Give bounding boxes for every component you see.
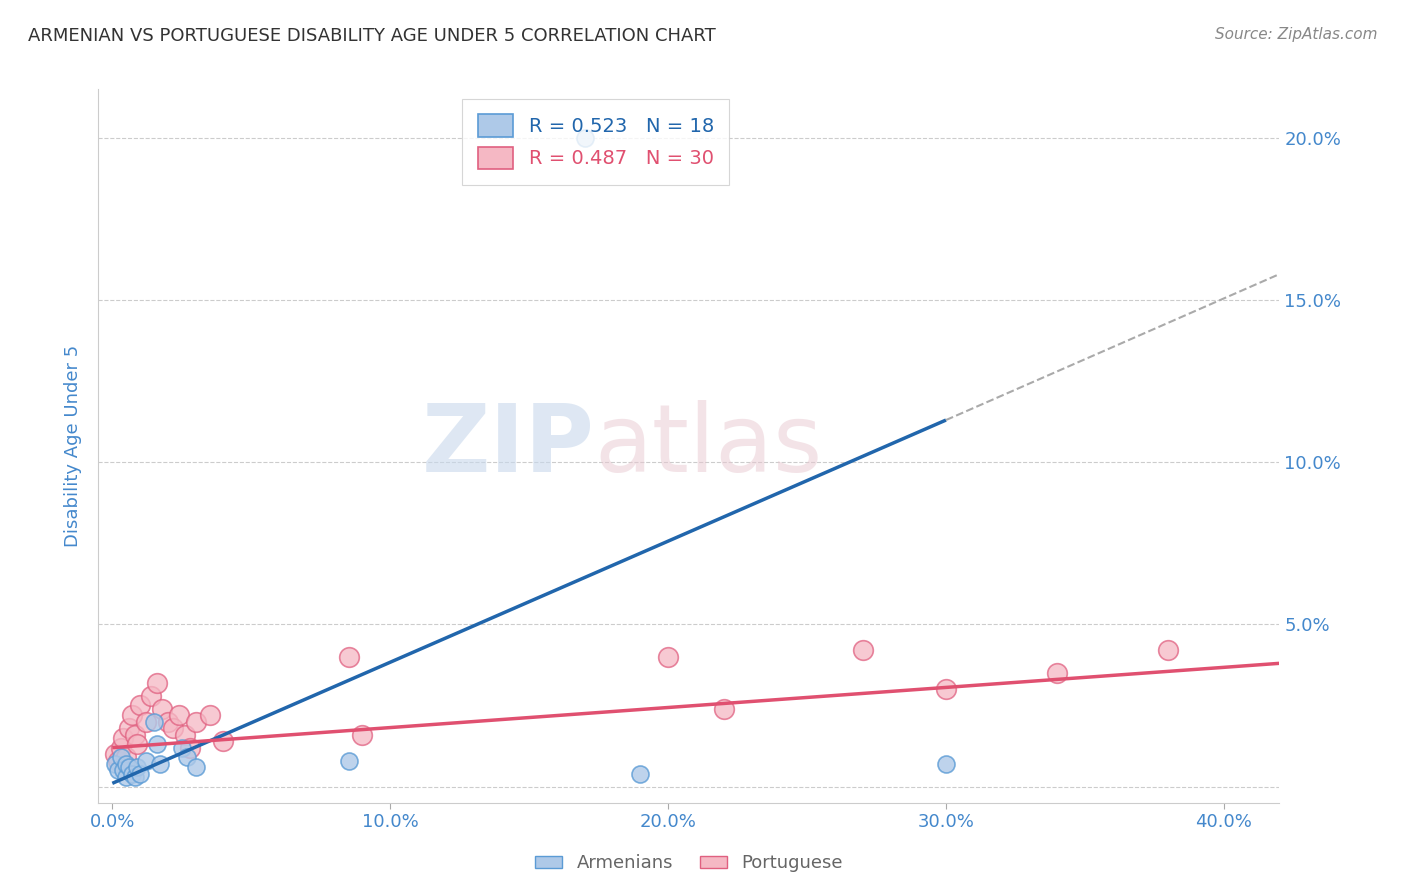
- Point: [124, 770, 146, 784]
- Point: [104, 747, 127, 761]
- Point: [179, 740, 201, 755]
- Point: [124, 728, 146, 742]
- Point: [112, 731, 135, 745]
- Point: [110, 750, 132, 764]
- Point: [118, 721, 141, 735]
- Point: [150, 702, 173, 716]
- Point: [935, 756, 957, 771]
- Point: [1046, 666, 1069, 681]
- Point: [212, 734, 235, 748]
- Point: [156, 714, 179, 729]
- Point: [173, 728, 195, 742]
- Point: [129, 766, 152, 780]
- Legend: Armenians, Portuguese: Armenians, Portuguese: [527, 847, 851, 880]
- Point: [852, 643, 875, 657]
- Point: [713, 702, 735, 716]
- Point: [146, 675, 169, 690]
- Point: [167, 708, 190, 723]
- Point: [184, 760, 207, 774]
- Point: [935, 682, 957, 697]
- Point: [198, 708, 221, 723]
- Point: [574, 131, 596, 145]
- Point: [127, 738, 149, 752]
- Point: [110, 740, 132, 755]
- Y-axis label: Disability Age Under 5: Disability Age Under 5: [65, 345, 83, 547]
- Text: Source: ZipAtlas.com: Source: ZipAtlas.com: [1215, 27, 1378, 42]
- Point: [184, 714, 207, 729]
- Point: [115, 750, 138, 764]
- Point: [176, 750, 198, 764]
- Point: [118, 760, 141, 774]
- Point: [1157, 643, 1180, 657]
- Point: [115, 770, 138, 784]
- Point: [143, 714, 166, 729]
- Text: ARMENIAN VS PORTUGUESE DISABILITY AGE UNDER 5 CORRELATION CHART: ARMENIAN VS PORTUGUESE DISABILITY AGE UN…: [28, 27, 716, 45]
- Text: ZIP: ZIP: [422, 400, 595, 492]
- Point: [170, 740, 193, 755]
- Point: [127, 760, 149, 774]
- Point: [628, 766, 651, 780]
- Point: [162, 721, 184, 735]
- Point: [121, 708, 143, 723]
- Point: [352, 728, 374, 742]
- Point: [146, 738, 169, 752]
- Point: [104, 756, 127, 771]
- Point: [107, 754, 129, 768]
- Point: [657, 649, 679, 664]
- Point: [129, 698, 152, 713]
- Point: [135, 714, 157, 729]
- Point: [107, 764, 129, 778]
- Point: [112, 764, 135, 778]
- Text: atlas: atlas: [595, 400, 823, 492]
- Point: [121, 766, 143, 780]
- Point: [141, 689, 163, 703]
- Point: [135, 754, 157, 768]
- Point: [337, 754, 360, 768]
- Point: [115, 756, 138, 771]
- Point: [148, 756, 170, 771]
- Point: [337, 649, 360, 664]
